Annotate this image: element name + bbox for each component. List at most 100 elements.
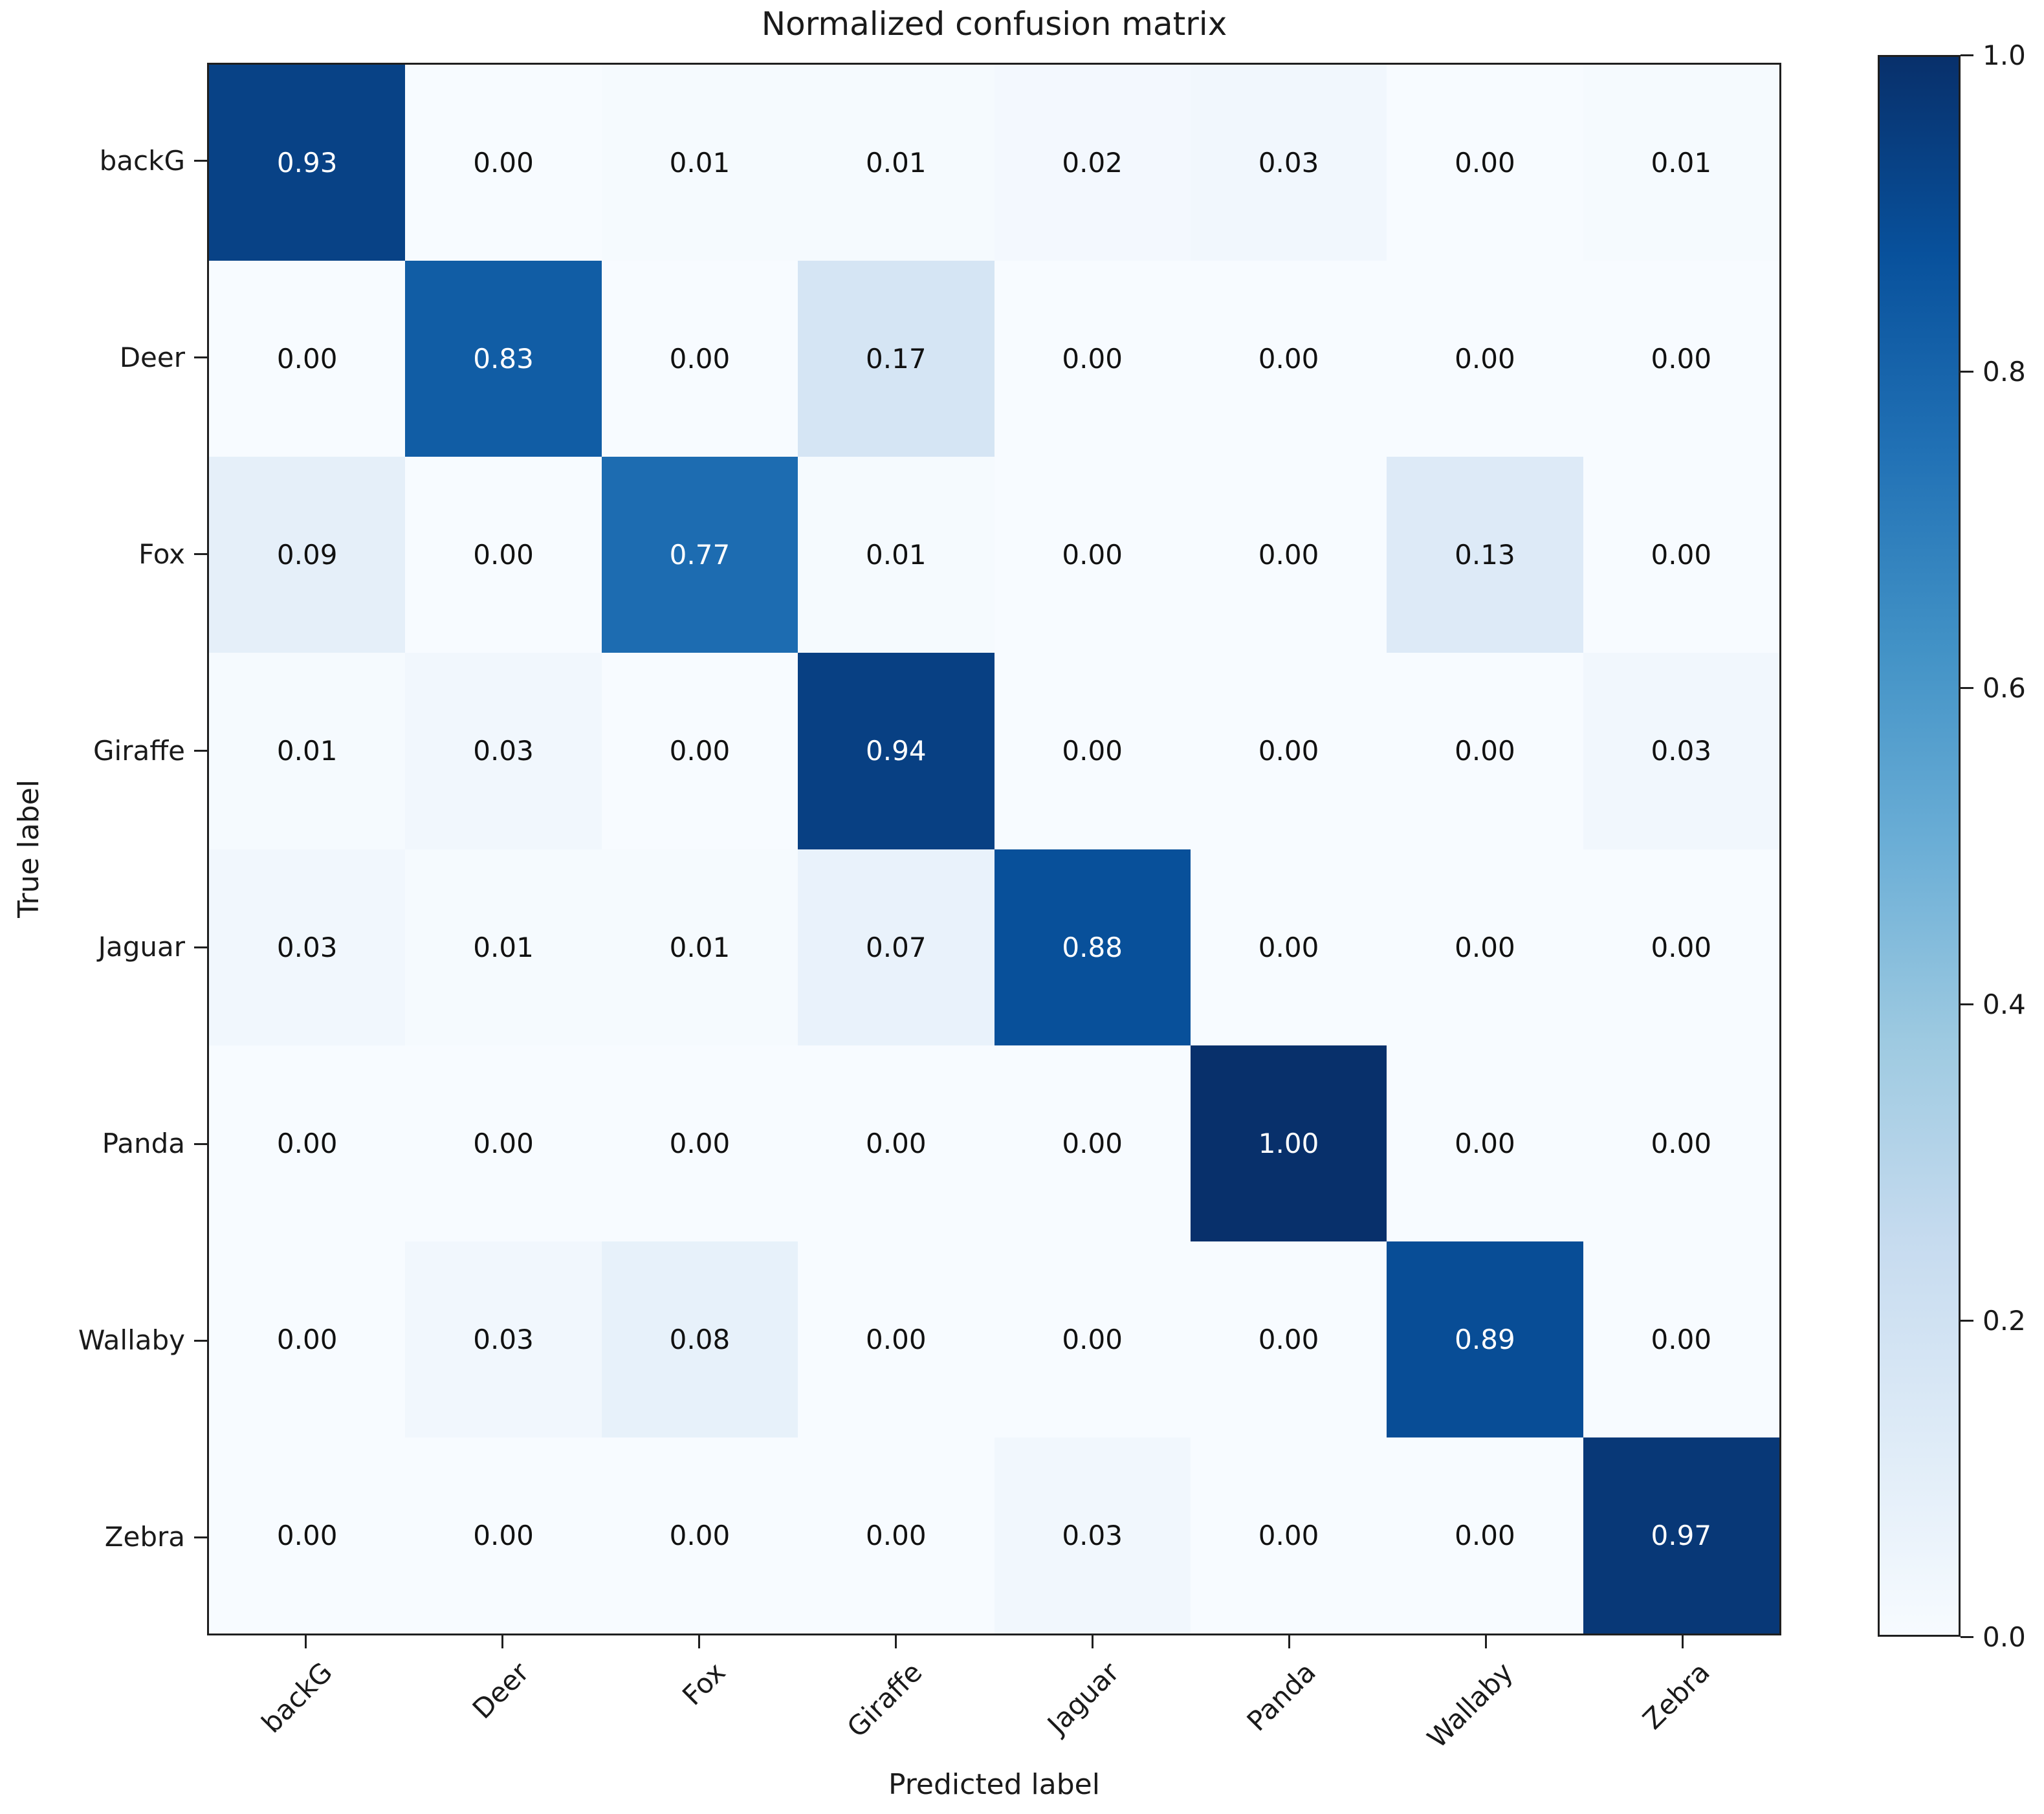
matrix-cell: 0.02 — [994, 65, 1191, 261]
colorbar-tick-label: 0.0 — [1983, 1621, 2026, 1653]
y-tick-mark — [194, 1339, 207, 1342]
matrix-cell: 0.03 — [1190, 65, 1387, 261]
matrix-cell: 0.00 — [994, 457, 1191, 653]
matrix-cell: 0.00 — [1387, 65, 1583, 261]
y-tick-mark — [194, 946, 207, 948]
matrix-cell: 0.83 — [405, 261, 602, 457]
matrix-cell: 0.01 — [1583, 65, 1779, 261]
x-tick-mark — [1485, 1635, 1488, 1648]
matrix-cell: 0.00 — [1190, 1241, 1387, 1437]
matrix-cell: 0.17 — [798, 261, 995, 457]
matrix-cell: 0.01 — [209, 653, 406, 849]
matrix-cell: 0.00 — [994, 261, 1191, 457]
matrix-cell: 0.00 — [1583, 457, 1779, 653]
colorbar-tick-mark — [1961, 370, 1973, 373]
matrix-cell: 0.03 — [405, 1241, 602, 1437]
colorbar-tick-mark — [1961, 1319, 1973, 1322]
matrix-cell: 0.01 — [405, 849, 602, 1045]
matrix-cell: 0.93 — [209, 65, 406, 261]
matrix-cell: 0.00 — [798, 1045, 995, 1241]
colorbar-tick-mark — [1961, 54, 1973, 56]
matrix-cell: 0.00 — [601, 261, 798, 457]
matrix-cell: 0.00 — [1387, 261, 1583, 457]
matrix-cell: 0.88 — [994, 849, 1191, 1045]
matrix-cell: 0.00 — [1190, 261, 1387, 457]
matrix-cell: 0.00 — [1583, 261, 1779, 457]
matrix-cell: 0.00 — [209, 1437, 406, 1634]
matrix-cell: 0.01 — [798, 65, 995, 261]
matrix-cell: 0.00 — [601, 1437, 798, 1634]
y-tick-label: Panda — [102, 1128, 185, 1160]
y-tick-mark — [194, 1536, 207, 1538]
y-tick-mark — [194, 356, 207, 359]
y-tick-mark — [194, 553, 207, 556]
matrix-cell: 0.03 — [994, 1437, 1191, 1634]
y-tick-mark — [194, 1142, 207, 1145]
matrix-cell: 0.00 — [209, 1241, 406, 1437]
matrix-cell: 0.00 — [209, 1045, 406, 1241]
x-tick-mark — [698, 1635, 700, 1648]
colorbar-tick-mark — [1961, 1635, 1973, 1638]
matrix-cell: 0.00 — [1583, 1045, 1779, 1241]
matrix-cell: 0.00 — [209, 261, 406, 457]
matrix-cell: 0.03 — [1583, 653, 1779, 849]
matrix-cell: 0.77 — [601, 457, 798, 653]
matrix-cell: 0.00 — [994, 653, 1191, 849]
colorbar-tick-mark — [1961, 686, 1973, 689]
y-tick-label: Wallaby — [78, 1324, 185, 1357]
matrix-cell: 0.03 — [209, 849, 406, 1045]
y-tick-label: backG — [99, 144, 185, 177]
matrix-cell: 0.13 — [1387, 457, 1583, 653]
colorbar-tick-label: 0.4 — [1983, 988, 2026, 1020]
heatmap-grid: 0.93 0.00 0.01 0.01 0.02 0.03 0.00 0.01 0.00 0.83… — [207, 63, 1781, 1635]
matrix-cell: 0.00 — [1387, 653, 1583, 849]
matrix-cell: 0.00 — [405, 457, 602, 653]
x-tick-mark — [501, 1635, 503, 1648]
colorbar — [1878, 55, 1961, 1637]
matrix-cell: 0.09 — [209, 457, 406, 653]
y-tick-label: Giraffe — [93, 734, 185, 767]
matrix-cell: 0.97 — [1583, 1437, 1779, 1634]
x-tick-mark — [1682, 1635, 1684, 1648]
x-axis-label: Predicted label — [888, 1768, 1100, 1801]
matrix-cell: 0.00 — [1190, 849, 1387, 1045]
matrix-cell: 0.00 — [798, 1437, 995, 1634]
matrix-cell: 0.00 — [1190, 457, 1387, 653]
x-tick-mark — [1288, 1635, 1291, 1648]
matrix-cell: 0.00 — [405, 65, 602, 261]
matrix-cell: 0.00 — [798, 1241, 995, 1437]
x-tick-mark — [304, 1635, 307, 1648]
y-tick-label: Zebra — [104, 1521, 185, 1553]
matrix-cell: 0.08 — [601, 1241, 798, 1437]
matrix-cell: 0.00 — [1190, 653, 1387, 849]
y-tick-mark — [194, 160, 207, 162]
y-tick-label: Fox — [138, 538, 185, 570]
matrix-cell: 0.94 — [798, 653, 995, 849]
matrix-cell: 0.00 — [1387, 1045, 1583, 1241]
matrix-cell: 0.00 — [994, 1241, 1191, 1437]
matrix-cell: 0.01 — [601, 65, 798, 261]
colorbar-tick-label: 0.8 — [1983, 355, 2026, 388]
matrix-cell: 0.00 — [1387, 1437, 1583, 1634]
matrix-cell: 0.03 — [405, 653, 602, 849]
matrix-cell: 0.00 — [405, 1437, 602, 1634]
matrix-cell: 0.01 — [601, 849, 798, 1045]
matrix-cell: 0.00 — [1583, 1241, 1779, 1437]
chart-title: Normalized confusion matrix — [761, 5, 1227, 43]
matrix-cell: 0.00 — [601, 653, 798, 849]
matrix-cell: 0.00 — [1387, 849, 1583, 1045]
colorbar-tick-mark — [1961, 1003, 1973, 1005]
colorbar-tick-label: 0.6 — [1983, 672, 2026, 704]
colorbar-tick-label: 1.0 — [1983, 39, 2026, 71]
y-tick-mark — [194, 750, 207, 752]
x-tick-mark — [894, 1635, 897, 1648]
matrix-cell: 0.00 — [1190, 1437, 1387, 1634]
y-tick-label: Deer — [119, 341, 185, 373]
x-tick-mark — [1092, 1635, 1094, 1648]
colorbar-tick-label: 0.2 — [1983, 1304, 2026, 1337]
matrix-cell: 0.00 — [601, 1045, 798, 1241]
matrix-cell: 0.89 — [1387, 1241, 1583, 1437]
matrix-cell: 0.00 — [1583, 849, 1779, 1045]
matrix-cell: 1.00 — [1190, 1045, 1387, 1241]
